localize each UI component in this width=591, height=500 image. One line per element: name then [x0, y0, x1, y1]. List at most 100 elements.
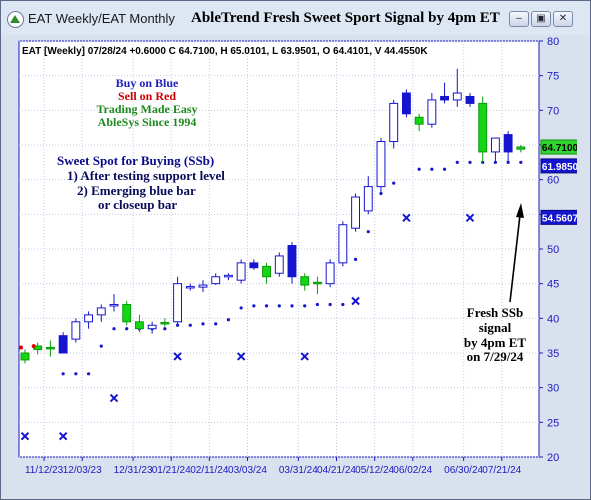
ssb-step-2: 2) Emerging blue bar — [77, 183, 196, 198]
x-mark — [351, 296, 360, 306]
candle-body — [401, 92, 411, 115]
x-mark — [58, 431, 68, 441]
price-label: 54.5607 — [542, 213, 577, 224]
candle-body — [440, 95, 450, 101]
support-dot — [290, 304, 294, 308]
y-tick-label: 50 — [547, 244, 559, 256]
candle-body — [351, 196, 361, 229]
y-tick-label: 70 — [547, 105, 559, 117]
support-dot — [99, 344, 103, 348]
support-dot — [392, 181, 396, 185]
candle-body — [503, 134, 513, 153]
callout-arrow — [509, 203, 524, 303]
y-tick-label: 40 — [547, 313, 559, 325]
legend-line-1: Buy on Blue — [116, 76, 179, 90]
support-dot — [315, 302, 320, 307]
red-dot — [19, 345, 23, 350]
support-dot — [201, 322, 205, 326]
chart-plot: 20253035404550556065707580 11/12/2312/03… — [17, 37, 577, 493]
y-tick-label: 75 — [547, 71, 559, 83]
x-tick-label: 03/31/24 — [279, 465, 318, 476]
x-tick-label: 05/12/24 — [355, 465, 394, 476]
x-mark — [300, 352, 309, 361]
support-dot — [74, 372, 78, 376]
plot-area — [18, 40, 540, 458]
candle-body — [376, 141, 386, 188]
support-dot — [163, 327, 167, 331]
app-icon — [7, 11, 24, 28]
x-tick-label: 01/21/24 — [152, 465, 191, 476]
candle-body — [211, 276, 221, 285]
candle-body — [389, 102, 399, 143]
x-tick-label: 12/03/23 — [63, 465, 102, 476]
candle-body — [465, 95, 475, 104]
support-dot — [506, 160, 510, 164]
x-mark — [465, 213, 475, 223]
y-tick-label: 35 — [547, 348, 559, 360]
support-dot — [430, 167, 434, 171]
support-dot — [353, 257, 358, 261]
support-dot — [417, 167, 421, 171]
price-label-box — [540, 158, 577, 174]
candle-body — [173, 283, 183, 323]
candle-body — [427, 99, 437, 125]
support-dot — [277, 304, 281, 308]
x-tick-label: 02/11/24 — [190, 465, 229, 476]
candle-body — [325, 262, 335, 285]
support-dot — [226, 318, 231, 322]
support-dot — [112, 327, 116, 331]
candle-body — [490, 137, 500, 153]
red-dot — [31, 344, 36, 349]
x-tick-label: 03/03/24 — [228, 465, 267, 476]
restore-button[interactable]: ▣ — [531, 11, 551, 27]
support-dot — [214, 322, 218, 326]
support-dot — [442, 167, 447, 171]
candle-body — [452, 92, 462, 101]
support-dot — [86, 372, 91, 376]
candle-body — [249, 262, 259, 269]
x-mark — [236, 352, 246, 361]
candle-body — [147, 324, 157, 330]
close-button[interactable]: ✕ — [553, 11, 573, 27]
x-tick-label: 12/31/23 — [114, 465, 153, 476]
legend-line-4: AbleSys Since 1994 — [98, 115, 197, 129]
candle-body — [236, 262, 246, 281]
chart-title: AbleTrend Fresh Sweet Sport Signal by 4p… — [191, 10, 500, 26]
y-tick-label: 60 — [547, 175, 559, 187]
support-dot — [239, 306, 243, 310]
support-dot — [468, 160, 472, 164]
candle-body — [84, 314, 94, 323]
callout-line-1: Fresh SSb — [467, 305, 523, 320]
candle-body — [160, 321, 170, 325]
legend-line-3: Trading Made Easy — [96, 102, 197, 116]
minimize-button[interactable]: – — [509, 11, 529, 27]
candle-body — [478, 102, 488, 153]
callout-line-2: signal — [479, 320, 512, 335]
candle-body — [262, 265, 272, 278]
candle-body — [71, 321, 81, 340]
support-dot — [455, 160, 459, 164]
support-dot — [341, 302, 345, 307]
support-dot — [519, 160, 523, 164]
x-mark — [173, 352, 182, 361]
candle-body — [96, 307, 106, 316]
x-tick-label: 06/02/24 — [393, 465, 432, 476]
x-tick-label: 11/12/23 — [25, 465, 64, 476]
support-dot — [493, 160, 498, 164]
support-dot — [366, 230, 370, 234]
candle-body — [122, 303, 132, 323]
x-tick-label: 06/30/24 — [444, 465, 483, 476]
price-label: 61.9850 — [542, 162, 577, 173]
support-dot — [61, 372, 65, 376]
support-dot — [328, 302, 332, 307]
support-dot — [264, 304, 269, 308]
x-mark — [402, 213, 411, 223]
candle-body — [109, 303, 119, 307]
candle-body — [516, 146, 526, 150]
support-dot — [481, 160, 485, 164]
y-tick-label: 80 — [547, 37, 559, 48]
x-tick-label: 07/21/24 — [482, 465, 521, 476]
candle-body — [134, 321, 144, 330]
candle-body — [312, 281, 322, 285]
